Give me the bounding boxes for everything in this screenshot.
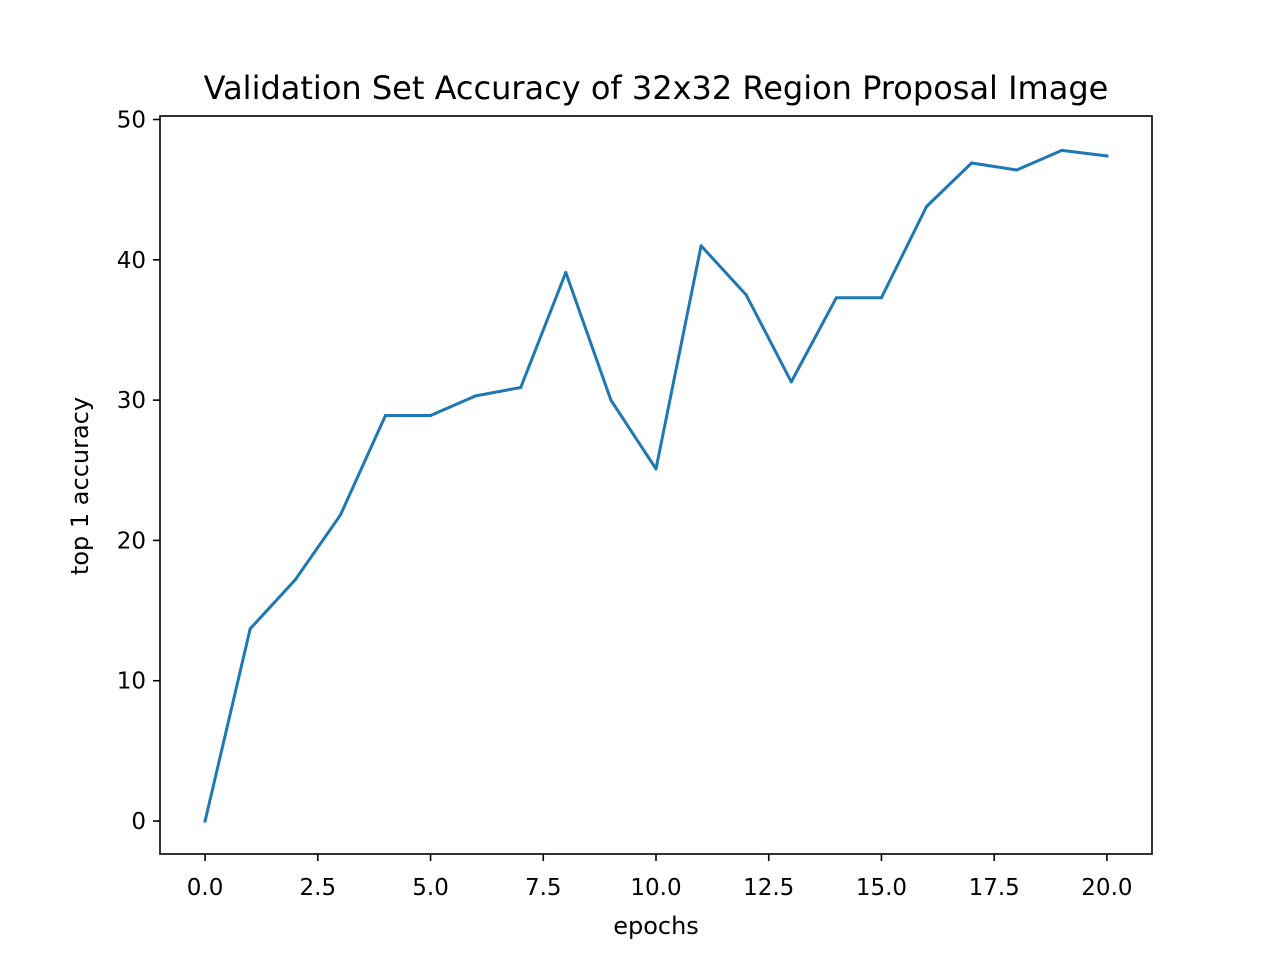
- x-axis-label: epochs: [613, 912, 699, 940]
- data-point: [519, 385, 523, 389]
- y-axis-ticks: 0 10 20 30 40 50: [117, 108, 160, 835]
- data-point: [699, 244, 703, 248]
- y-tick-label: 40: [117, 248, 146, 274]
- data-point: [474, 394, 478, 398]
- y-tick-label: 30: [117, 388, 146, 414]
- y-tick-label: 10: [117, 669, 146, 695]
- data-point: [293, 578, 297, 582]
- data-point: [1105, 154, 1109, 158]
- y-tick-label: 20: [117, 528, 146, 554]
- data-point: [564, 270, 568, 274]
- series-layer: [203, 148, 1109, 823]
- y-tick-label: 50: [117, 108, 146, 134]
- x-tick-label: 5.0: [412, 875, 449, 901]
- data-point: [203, 819, 207, 823]
- x-tick-label: 0.0: [187, 875, 224, 901]
- series-line-0: [203, 148, 1109, 823]
- data-point: [609, 398, 613, 402]
- data-point: [654, 467, 658, 471]
- x-tick-label: 15.0: [856, 875, 907, 901]
- data-point: [338, 513, 342, 517]
- data-point: [879, 296, 883, 300]
- data-point: [429, 414, 433, 418]
- x-tick-label: 17.5: [969, 875, 1020, 901]
- plot-area-frame: [159, 115, 1153, 855]
- data-point: [1060, 148, 1064, 152]
- x-axis-ticks: 0.0 2.5 5.0 7.5 10.0 12.5 15.0 17.5 20.0: [187, 854, 1133, 901]
- data-point: [744, 293, 748, 297]
- data-point: [383, 414, 387, 418]
- y-tick-label: 0: [131, 809, 146, 835]
- y-axis-label: top 1 accuracy: [66, 397, 94, 575]
- data-point: [925, 204, 929, 208]
- chart-title: Validation Set Accuracy of 32x32 Region …: [204, 69, 1109, 107]
- data-point: [248, 627, 252, 631]
- data-point: [789, 380, 793, 384]
- data-point: [970, 161, 974, 165]
- data-point: [1015, 168, 1019, 172]
- x-tick-label: 12.5: [743, 875, 794, 901]
- data-point: [834, 296, 838, 300]
- x-tick-label: 2.5: [300, 875, 337, 901]
- x-tick-label: 7.5: [525, 875, 562, 901]
- x-tick-label: 10.0: [630, 875, 681, 901]
- x-tick-label: 20.0: [1081, 875, 1132, 901]
